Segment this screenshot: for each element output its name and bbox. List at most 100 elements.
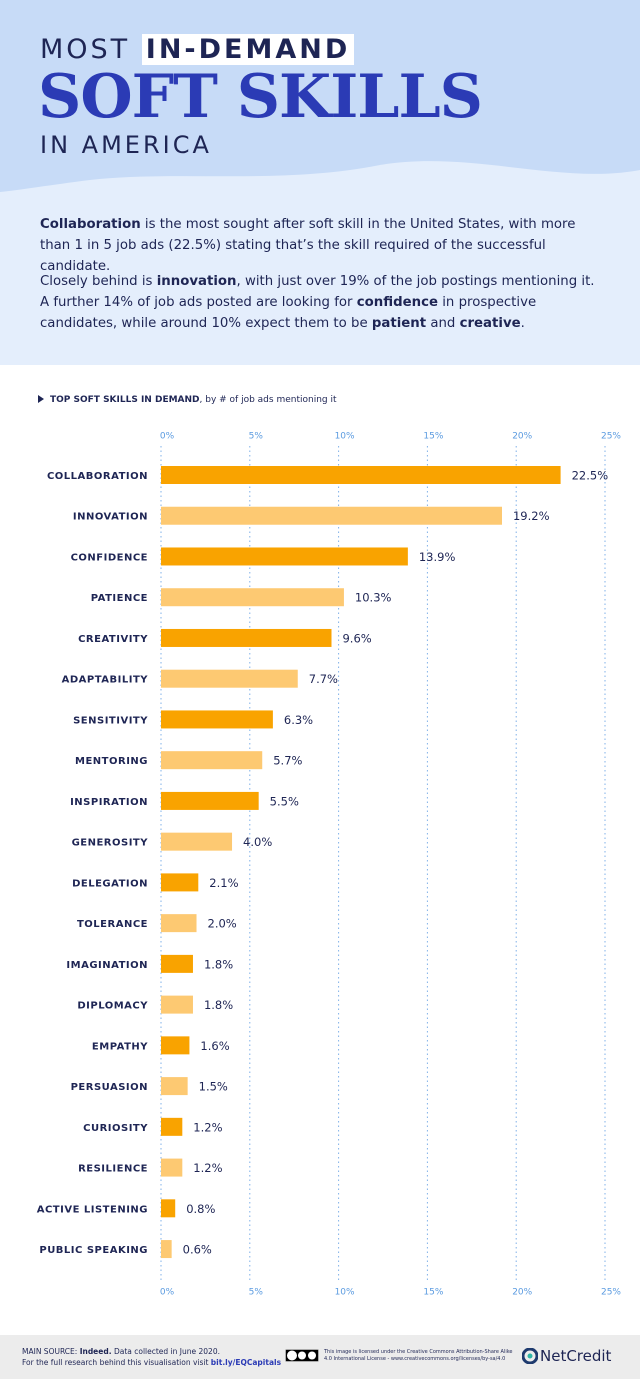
category-label: DELEGATION	[72, 878, 148, 889]
x-tick-label: 0%	[160, 432, 175, 442]
bar	[161, 669, 298, 688]
header-text: MOST	[40, 34, 131, 65]
category-label: CREATIVITY	[78, 634, 148, 645]
chart: TOP SOFT SKILLS IN DEMAND, by # of job a…	[37, 395, 622, 1298]
text-run: patient	[371, 316, 427, 331]
bullet	[38, 395, 44, 403]
link[interactable]: bit.ly/EQCapitals	[210, 1358, 282, 1367]
bar	[161, 832, 233, 851]
value-label: 4.0%	[243, 835, 272, 849]
text-run: MAIN SOURCE:	[22, 1347, 80, 1356]
category-label: SENSITIVITY	[73, 715, 148, 726]
category-label: IMAGINATION	[66, 960, 148, 971]
value-label: 2.1%	[209, 876, 238, 890]
bar	[161, 751, 263, 770]
chart-title: TOP SOFT SKILLS IN DEMAND, by # of job a…	[50, 395, 337, 405]
text-run: Indeed.	[79, 1347, 112, 1356]
bar	[161, 466, 561, 484]
x-tick-label: 10%	[335, 1288, 355, 1298]
chart-subtitle: , by # of job ads mentioning it	[200, 395, 337, 405]
value-label: 1.6%	[200, 1039, 229, 1053]
category-label: PERSUASION	[71, 1082, 148, 1093]
category-label: PATIENCE	[91, 593, 148, 604]
category-label: DIPLOMACY	[77, 1001, 148, 1012]
category-label: INSPIRATION	[70, 797, 148, 808]
main-title: SOFT SKILLS	[38, 62, 483, 132]
text-run: confidence	[356, 295, 438, 310]
text-run: innovation	[156, 274, 237, 289]
value-label: 6.3%	[284, 713, 313, 727]
category-label: COLLABORATION	[47, 471, 148, 482]
category-label: PUBLIC SPEAKING	[39, 1245, 148, 1256]
category-label: GENEROSITY	[72, 838, 149, 849]
category-label: MENTORING	[75, 756, 148, 767]
bar	[161, 628, 332, 647]
value-label: 7.7%	[309, 672, 338, 686]
bar	[161, 873, 199, 892]
value-label: 1.8%	[204, 957, 233, 971]
license-badge	[285, 1349, 319, 1362]
text-run: creative	[459, 316, 521, 331]
value-label: 1.8%	[204, 998, 233, 1012]
value-label: 1.2%	[193, 1161, 222, 1175]
brand: NetCredit	[540, 1347, 612, 1365]
value-label: 2.0%	[208, 917, 237, 931]
bar	[161, 506, 502, 525]
intro-paragraph: Collaboration is the most sought after s…	[40, 214, 605, 277]
bar	[161, 914, 197, 933]
x-tick-label: 25%	[601, 432, 621, 442]
text-run: This image is licensed under the Creativ…	[324, 1349, 513, 1355]
brand-icon	[522, 1348, 538, 1364]
x-tick-label: 15%	[423, 1288, 443, 1298]
intro-paragraph: Closely behind is innovation, with just …	[40, 271, 605, 334]
text-run: Data collected in June 2020.	[111, 1347, 220, 1356]
x-tick-label: 15%	[423, 432, 443, 442]
category-label: INNOVATION	[73, 512, 148, 523]
text-run: .	[520, 316, 525, 331]
header-highlight: IN-DEMAND	[141, 34, 355, 65]
text-run: 4.0 International License - www.creative…	[324, 1356, 506, 1362]
category-label: RESILIENCE	[78, 1164, 148, 1175]
bar	[161, 791, 259, 810]
value-label: 19.2%	[513, 509, 550, 523]
x-tick-label: 20%	[512, 1288, 532, 1298]
value-label: 9.6%	[342, 631, 371, 645]
bar	[161, 1036, 190, 1055]
category-label: CONFIDENCE	[71, 552, 148, 563]
value-label: 22.5%	[572, 469, 609, 483]
bar	[161, 1077, 188, 1096]
x-tick-label: 10%	[335, 432, 355, 442]
chart-title-bold: TOP SOFT SKILLS IN DEMAND	[50, 395, 200, 405]
text-run: For the full research behind this visual…	[22, 1358, 211, 1367]
bar	[161, 1158, 183, 1177]
x-tick-label: 0%	[160, 1288, 175, 1298]
bar	[161, 995, 193, 1014]
bar	[161, 1199, 176, 1218]
license: This image is licensed under the Creativ…	[324, 1349, 513, 1363]
category-label: TOLERANCE	[77, 919, 148, 930]
category-label: ADAPTABILITY	[62, 675, 149, 686]
header-line: MOST IN-DEMAND	[40, 34, 355, 65]
bar	[161, 1240, 172, 1259]
value-label: 10.3%	[355, 591, 392, 605]
x-tick-label: 20%	[512, 432, 532, 442]
source: MAIN SOURCE: Indeed. Data collected in J…	[22, 1346, 281, 1368]
bar	[161, 710, 273, 729]
text-run: is the most sought after soft skill in t…	[40, 217, 576, 274]
value-label: 5.7%	[273, 754, 302, 768]
bar	[161, 588, 344, 607]
bar	[161, 547, 408, 566]
header-subtitle: IN AMERICA	[40, 131, 212, 159]
text-run: and	[426, 316, 460, 331]
bar	[161, 954, 193, 973]
x-tick-label: 5%	[249, 432, 264, 442]
value-label: 0.6%	[183, 1243, 212, 1257]
text-run: Closely behind is	[40, 274, 157, 289]
value-label: 13.9%	[419, 550, 456, 564]
category-label: ACTIVE LISTENING	[37, 1204, 148, 1215]
bar	[161, 1117, 183, 1136]
text-run: in prospective candidates, while around …	[40, 295, 537, 331]
value-label: 1.5%	[199, 1080, 228, 1094]
category-label: EMPATHY	[92, 1041, 148, 1052]
